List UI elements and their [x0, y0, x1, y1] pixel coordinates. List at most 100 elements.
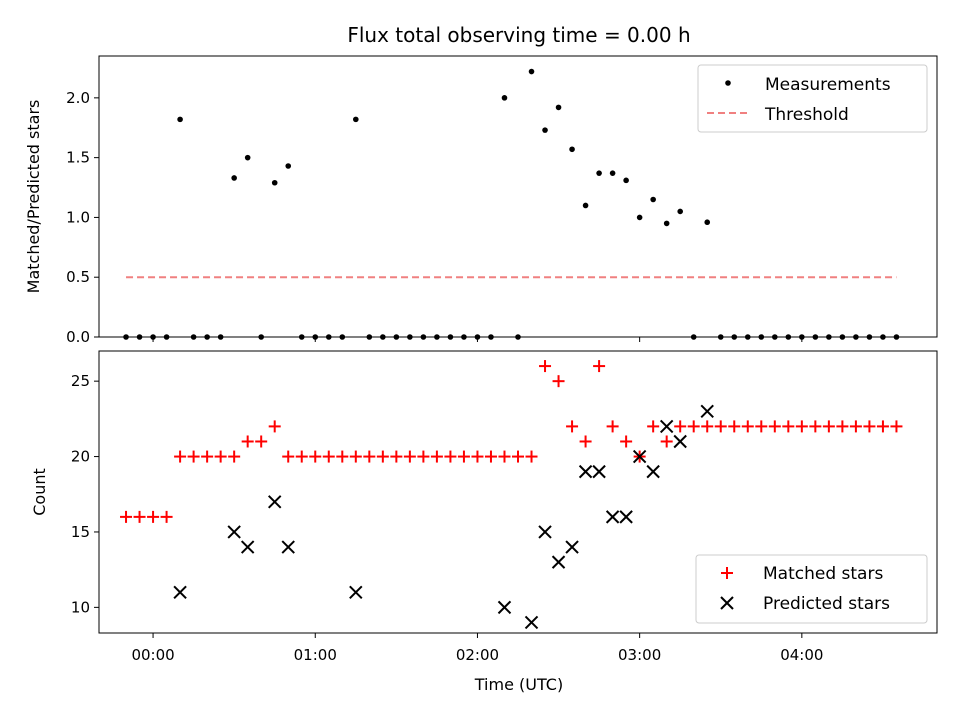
predicted-stars-point [659, 419, 674, 434]
matched-stars-point [349, 450, 362, 463]
predicted-stars-point [173, 585, 187, 599]
measurements-point [596, 170, 602, 176]
measurements-point [663, 220, 670, 227]
matched-stars-point [836, 420, 849, 433]
predicted-stars-point [497, 600, 512, 615]
top-y-axis-label: Matched/Predicted stars [24, 100, 43, 294]
matched-stars-point [687, 420, 700, 433]
bottom-y-tick-label: 20 [71, 448, 90, 466]
measurements-point [177, 116, 183, 123]
legend-matched-label: Matched stars [763, 564, 883, 584]
measurements-point [528, 68, 535, 75]
matched-stars-point [822, 420, 835, 433]
predicted-stars-point [565, 540, 579, 554]
top-y-tick-label: 2.0 [66, 89, 90, 107]
bottom-x-tick-label: 00:00 [131, 646, 174, 664]
matched-stars-point [890, 420, 903, 433]
matched-stars-point [174, 450, 187, 463]
legend-measurements-marker [725, 80, 731, 86]
top-y-tick-label: 1.5 [66, 149, 90, 167]
matched-stars-point [430, 450, 443, 463]
legend-matched-marker [721, 567, 733, 579]
legend-threshold-label: Threshold [764, 105, 849, 125]
measurements-point [542, 127, 548, 133]
measurements-point [636, 214, 643, 221]
matched-stars-point [214, 450, 227, 463]
legend-predicted-marker [720, 596, 734, 610]
legend-measurements-label: Measurements [765, 75, 891, 95]
predicted-stars-point [240, 540, 255, 554]
matched-stars-point [795, 420, 808, 433]
predicted-stars-point [700, 404, 714, 419]
matched-stars-point [363, 450, 376, 463]
measurements-point [677, 208, 683, 215]
matched-stars-point [552, 375, 565, 388]
matched-stars-point [782, 420, 795, 433]
bottom-y-tick-label: 15 [71, 523, 90, 541]
matched-stars-point [147, 510, 160, 523]
matched-stars-point [403, 450, 416, 463]
predicted-stars-point [673, 434, 687, 449]
predicted-stars-point [632, 449, 647, 464]
matched-stars-point [593, 360, 606, 373]
predicted-stars-point [551, 555, 566, 569]
predicted-stars-point [349, 585, 363, 599]
legend-predicted-label: Predicted stars [763, 594, 890, 614]
predicted-stars-point [227, 525, 241, 539]
x-axis-label: Time (UTC) [474, 675, 563, 694]
bottom-y-axis-label: Count [30, 468, 49, 516]
matched-stars-point [768, 420, 781, 433]
matched-stars-point [512, 450, 524, 463]
matched-stars-point [606, 420, 619, 433]
bottom-y-tick-label: 25 [71, 372, 90, 390]
top-legend-box [697, 64, 928, 133]
matched-stars-point [755, 420, 768, 433]
bottom-axes-frame [98, 350, 938, 634]
matched-stars-point [620, 435, 633, 448]
matched-stars-point [701, 420, 714, 433]
measurements-point [609, 170, 616, 176]
bottom-legend: Matched stars Predicted stars [695, 554, 928, 624]
bottom-y-ticks: 10 15 20 25 [71, 372, 99, 616]
matched-stars-point [322, 450, 335, 463]
matched-stars-point [336, 450, 349, 463]
matched-stars-point [417, 450, 430, 463]
predicted-stars-point [619, 510, 633, 524]
predicted-stars-point [524, 615, 539, 630]
matched-stars-point [579, 435, 592, 448]
top-marks [123, 68, 900, 340]
measurements-point [582, 202, 589, 209]
top-y-tick-label: 0.0 [66, 328, 90, 346]
bottom-x-tick-label: 01:00 [294, 646, 337, 664]
matched-stars-point [376, 450, 389, 463]
matched-stars-point [471, 450, 484, 463]
bottom-x-tick-label: 04:00 [780, 646, 823, 664]
bottom-y-tick-label: 10 [71, 598, 90, 616]
matched-stars-point [255, 435, 268, 448]
bottom-x-tick-label: 02:00 [456, 646, 499, 664]
matched-stars-point [295, 450, 308, 463]
matched-stars-point [539, 360, 552, 373]
matched-stars-point [525, 450, 538, 463]
matched-stars-point [849, 420, 862, 433]
bottom-marks [120, 360, 903, 630]
top-y-ticks: 0.0 0.5 1.0 1.5 2.0 [66, 89, 99, 346]
matched-stars-point [268, 420, 281, 433]
measurements-point [650, 196, 656, 203]
matched-stars-point [714, 420, 727, 433]
matched-stars-point [133, 510, 146, 523]
matched-stars-point [187, 450, 200, 463]
predicted-stars-point [281, 540, 295, 554]
matched-stars-point [390, 450, 403, 463]
matched-stars-point [160, 510, 173, 523]
measurements-point [244, 154, 251, 161]
predicted-stars-point [578, 464, 593, 479]
bottom-x-ticks: 00:00 01:00 02:00 03:00 04:00 [131, 633, 823, 664]
measurements-point [271, 179, 278, 186]
predicted-stars-point [592, 464, 606, 479]
matched-stars-point [241, 435, 254, 448]
predicted-stars-point [538, 525, 552, 539]
matched-stars-point [228, 450, 241, 463]
measurements-point [501, 95, 508, 101]
